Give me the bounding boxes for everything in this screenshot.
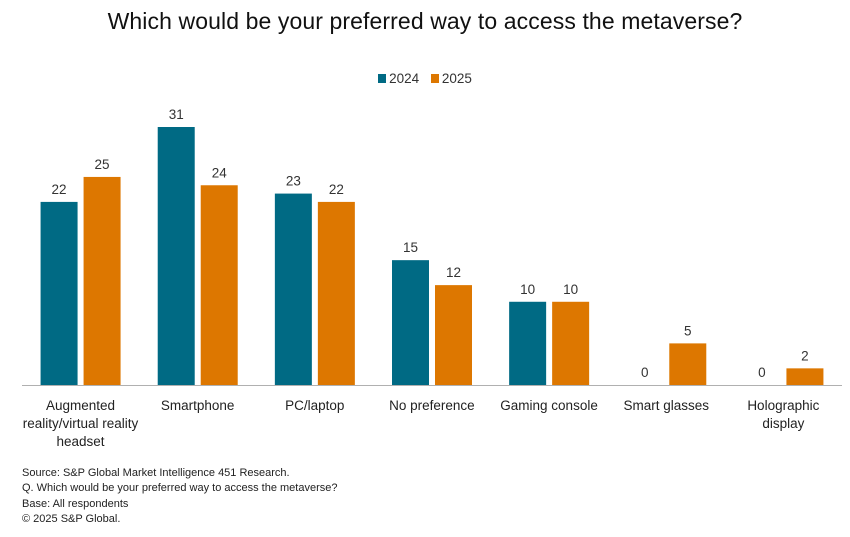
- legend: 2024 2025: [0, 71, 850, 86]
- bar-holographic-display-2025: [786, 368, 824, 385]
- data-label-augmented-reality-virtual-reality-headset-2024: 22: [52, 182, 67, 197]
- copyright-note: © 2025 S&P Global.: [22, 512, 121, 525]
- data-label-gaming-console-2025: 10: [563, 282, 578, 297]
- category-label-no-preference: No preference: [389, 398, 475, 413]
- category-label-gaming-console: Gaming console: [500, 398, 598, 413]
- bar-pc-laptop-2024: [274, 193, 312, 385]
- bar-labels-group: 22 25 31 24 23 22 15 12 10 10 0 5 0 2: [52, 107, 809, 380]
- legend-item-2025: 2025: [430, 71, 472, 86]
- data-label-no-preference-2025: 12: [446, 265, 461, 280]
- bar-gaming-console-2024: [509, 301, 547, 385]
- legend-item-2024: 2024: [378, 71, 419, 86]
- category-label-smart-glasses: Smart glasses: [623, 398, 709, 413]
- data-label-pc-laptop-2025: 22: [329, 182, 344, 197]
- legend-swatch-2024: [378, 74, 387, 83]
- data-label-augmented-reality-virtual-reality-headset-2025: 25: [95, 157, 110, 172]
- legend-label-2025: 2025: [441, 71, 472, 86]
- base-note: Base: All respondents: [22, 497, 129, 510]
- data-label-smartphone-2025: 24: [212, 165, 228, 180]
- data-label-smartphone-2024: 31: [169, 107, 184, 122]
- data-label-smart-glasses-2024: 0: [641, 365, 649, 380]
- footer-notes: Source: S&P Global Market Intelligence 4…: [22, 466, 337, 527]
- data-label-gaming-console-2024: 10: [520, 282, 535, 297]
- bar-pc-laptop-2025: [317, 201, 355, 385]
- bar-gaming-console-2025: [552, 301, 590, 385]
- bar-no-preference-2024: [392, 260, 429, 385]
- bar-smart-glasses-2025: [669, 343, 707, 385]
- bar-smartphone-2025: [200, 185, 238, 385]
- data-label-smart-glasses-2025: 5: [684, 323, 692, 338]
- data-label-holographic-display-2024: 0: [758, 365, 766, 380]
- legend-label-2024: 2024: [389, 71, 420, 86]
- data-label-pc-laptop-2024: 23: [286, 174, 301, 189]
- chart-title: Which would be your preferred way to acc…: [107, 8, 743, 34]
- bars-group: [40, 127, 824, 385]
- data-label-no-preference-2024: 15: [403, 240, 418, 255]
- source-note: Source: S&P Global Market Intelligence 4…: [22, 467, 290, 479]
- bar-smartphone-2024: [157, 127, 195, 385]
- category-label-smartphone: Smartphone: [160, 398, 235, 413]
- data-label-holographic-display-2025: 2: [801, 348, 809, 363]
- bar-augmented-reality-virtual-reality-headset-2025: [83, 176, 121, 385]
- bar-augmented-reality-virtual-reality-headset-2024: [40, 201, 78, 385]
- category-label-augmented-reality-virtual-reality-headset: Augmented reality/virtual reality headse…: [22, 398, 139, 449]
- legend-swatch-2025: [430, 74, 439, 83]
- category-label-holographic-display: Holographic display: [747, 398, 820, 431]
- bar-no-preference-2025: [435, 285, 472, 385]
- category-label-pc-laptop: PC/laptop: [285, 398, 345, 413]
- question-note: Q. Which would be your preferred way to …: [22, 482, 338, 495]
